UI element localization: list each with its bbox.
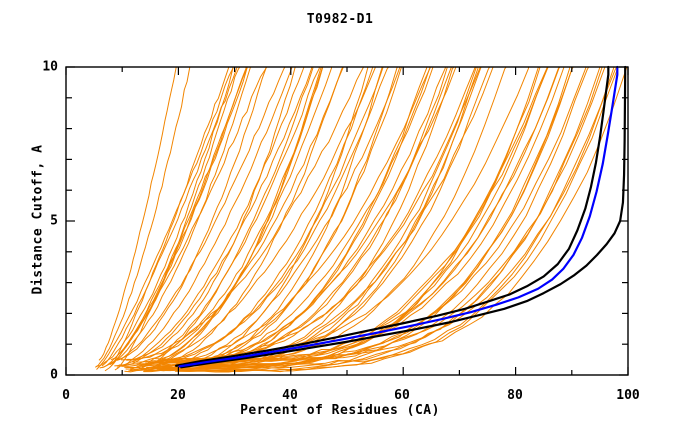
- y-tick-label-0: 0: [50, 367, 58, 383]
- x-tick-label-20: 20: [170, 388, 186, 403]
- x-tick-label-80: 80: [507, 388, 523, 403]
- x-tick-label-100: 100: [616, 388, 640, 403]
- x-tick-label-0: 0: [62, 388, 70, 403]
- highlight-curves: [175, 65, 627, 369]
- y-tick-label-10: 10: [42, 59, 58, 75]
- x-tick-label-40: 40: [282, 388, 298, 403]
- x-tick-label-60: 60: [394, 388, 410, 403]
- x-axis-label: Percent of Residues (CA): [240, 403, 440, 418]
- y-tick-label-5: 5: [50, 213, 58, 229]
- prediction-curves-orange: [95, 66, 628, 373]
- chart-title: T0982-D1: [306, 12, 374, 27]
- axes-frame: [65, 66, 629, 376]
